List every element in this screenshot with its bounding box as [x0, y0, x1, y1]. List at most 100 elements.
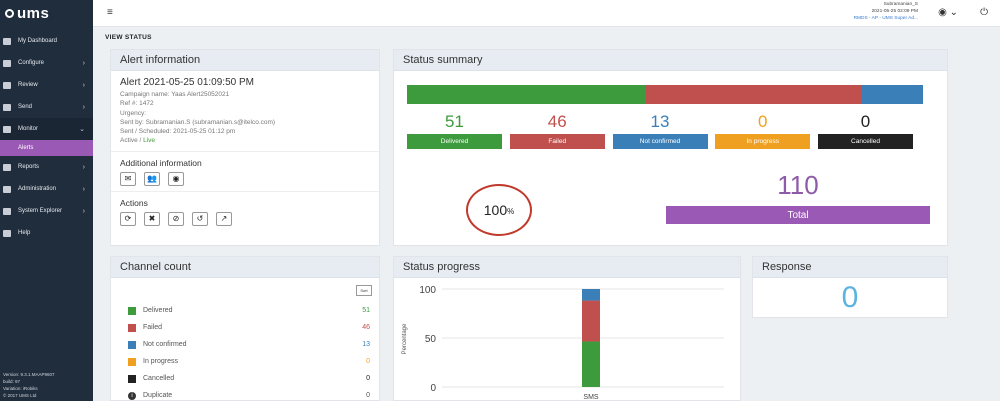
sidebar-item-administration[interactable]: Administration › [0, 178, 93, 200]
sidebar-item-label: My Dashboard [18, 38, 58, 44]
status-box-delivered[interactable]: 51 Delivered [407, 112, 502, 149]
version-line: build: 97 [3, 379, 21, 384]
sidebar-item-label: Help [18, 230, 31, 236]
status-progress-panel: Status progress Percentage 0 50 100 SMS [393, 256, 741, 401]
status-box-failed[interactable]: 46 Failed [509, 112, 605, 149]
channel-label: Cancelled [143, 375, 175, 382]
top-header: ≡ Subramanian_S 2021-05-25 02:09 PM RMDS… [93, 0, 1000, 27]
close-icon[interactable]: ✖ [144, 211, 160, 226]
y-axis-label: Percentage [402, 323, 408, 354]
percentage-unit: % [507, 207, 515, 216]
language-globe-icon[interactable]: ◉ ⌄ [938, 7, 958, 18]
users-icon[interactable]: 👥 [144, 171, 160, 186]
chevron-right-icon: › [82, 81, 85, 89]
channel-count-panel: Channel count Sort Delivered 51 Failed 46 No… [110, 256, 380, 401]
user-org: RMDS - AP - UMS Super Ad... [853, 16, 918, 21]
globe-icon[interactable]: ◉ [168, 171, 184, 186]
external-link-icon[interactable]: ↗ [216, 211, 232, 226]
envelope-icon[interactable]: ✉ [120, 171, 136, 186]
x-tick-label: SMS [583, 394, 599, 401]
status-box-not-confirmed[interactable]: 13 Not confirmed [612, 112, 708, 149]
version-line: Variation: iRobiks [3, 386, 38, 391]
status-box-in-progress[interactable]: 0 In progress [715, 112, 811, 149]
channel-row: Failed 46 [128, 319, 370, 336]
user-info[interactable]: Subramanian_S 2021-05-25 02:09 PM RMDS -… [854, 1, 918, 22]
sidebar-item-label: Send [18, 104, 33, 110]
undo-icon[interactable]: ↺ [192, 211, 208, 226]
response-count: 0 [841, 281, 859, 314]
chevron-right-icon: › [82, 207, 85, 215]
sidebar-item-alerts[interactable]: Alerts [0, 140, 93, 156]
user-name: Subramanian_S [883, 2, 918, 7]
logo-text: ums [17, 5, 50, 22]
sidebar-item-monitor[interactable]: Monitor ⌄ [0, 118, 93, 140]
hamburger-menu-icon[interactable]: ≡ [107, 7, 113, 18]
dashboard-icon [3, 37, 11, 45]
sidebar: ums My Dashboard Configure › Review › Send… [0, 0, 93, 401]
reports-icon [3, 163, 11, 171]
ban-icon[interactable]: ⊘ [168, 211, 184, 226]
status-label: Active / [120, 137, 144, 145]
sort-button[interactable]: Sort [356, 285, 372, 296]
sidebar-item-label: Monitor [18, 126, 39, 132]
status-stacked-bar [407, 85, 923, 104]
channel-count-value: 0 [366, 375, 370, 382]
send-icon [3, 103, 11, 111]
sent-by: Sent by: Subramanian.S (subramanian.s@it… [120, 118, 276, 126]
status-box-cancelled[interactable]: 0 Cancelled [818, 112, 913, 149]
refresh-icon[interactable]: ⟳ [120, 211, 136, 226]
sidebar-item-review[interactable]: Review › [0, 74, 93, 96]
channel-row: Not confirmed 13 [128, 336, 370, 353]
response-panel: Response 0 [752, 256, 948, 318]
channel-row: i Duplicate 0 [128, 387, 370, 401]
chevron-right-icon: › [82, 103, 85, 111]
sidebar-item-system-explorer[interactable]: System Explorer › [0, 200, 93, 222]
status-count-label: Failed [509, 134, 605, 149]
sidebar-item-send[interactable]: Send › [0, 96, 93, 118]
version-line: Version: 9.3.1.MAAP9607 [3, 372, 55, 377]
legend-swatch [128, 374, 136, 383]
sidebar-item-label: Configure [18, 60, 45, 66]
channel-row: In progress 0 [128, 353, 370, 370]
urgency: Urgency: [120, 109, 147, 117]
sent-scheduled: Sent / Scheduled: 2021-05-25 01:12 pm [120, 128, 236, 136]
alert-information-panel: Alert information Alert 2021-05-25 01:09… [110, 49, 380, 246]
status-count-value: 0 [860, 112, 871, 131]
bar-segment-failed [582, 300, 600, 342]
channel-count-value: 51 [362, 307, 370, 314]
user-time: 2021-05-25 02:09 PM [871, 9, 918, 14]
chevron-right-icon: › [82, 185, 85, 193]
legend-swatch [128, 306, 136, 315]
status-count-label: Not confirmed [612, 134, 708, 149]
sidebar-item-reports[interactable]: Reports › [0, 156, 93, 178]
channel-list: Delivered 51 Failed 46 Not confirmed 13 In pro… [128, 302, 370, 401]
y-tick-label: 50 [425, 334, 437, 345]
panel-title: Channel count [111, 257, 379, 278]
percentage-value: 100 [483, 202, 508, 218]
bar-segment-not-confirmed [582, 289, 600, 301]
channel-label: Not confirmed [143, 341, 187, 348]
sidebar-item-label: Administration [18, 186, 57, 192]
channel-row: Delivered 51 [128, 302, 370, 319]
chevron-right-icon: › [82, 163, 85, 171]
channel-row: Cancelled 0 [128, 370, 370, 387]
channel-count-value: 46 [362, 324, 370, 331]
total-label: Total [666, 206, 930, 224]
sidebar-item-my-dashboard[interactable]: My Dashboard [0, 30, 93, 52]
divider [111, 190, 379, 192]
info-icon: i [128, 391, 136, 400]
status-count-value: 46 [547, 112, 567, 131]
app-logo[interactable]: ums [0, 0, 93, 27]
sidebar-item-configure[interactable]: Configure › [0, 52, 93, 74]
sidebar-item-help[interactable]: Help [0, 222, 93, 244]
reference-number: Ref #: 1472 [120, 100, 154, 108]
power-icon[interactable]: ⏻ [980, 7, 988, 18]
sidebar-item-label: Alerts [18, 145, 34, 151]
review-icon [3, 81, 11, 89]
stacked-bar-segment [646, 85, 862, 104]
y-tick-label: 100 [419, 285, 436, 296]
monitor-icon [3, 125, 11, 133]
alert-status: Active / Live [120, 136, 370, 145]
completion-percentage: 100% [466, 184, 532, 236]
help-icon [3, 229, 11, 237]
